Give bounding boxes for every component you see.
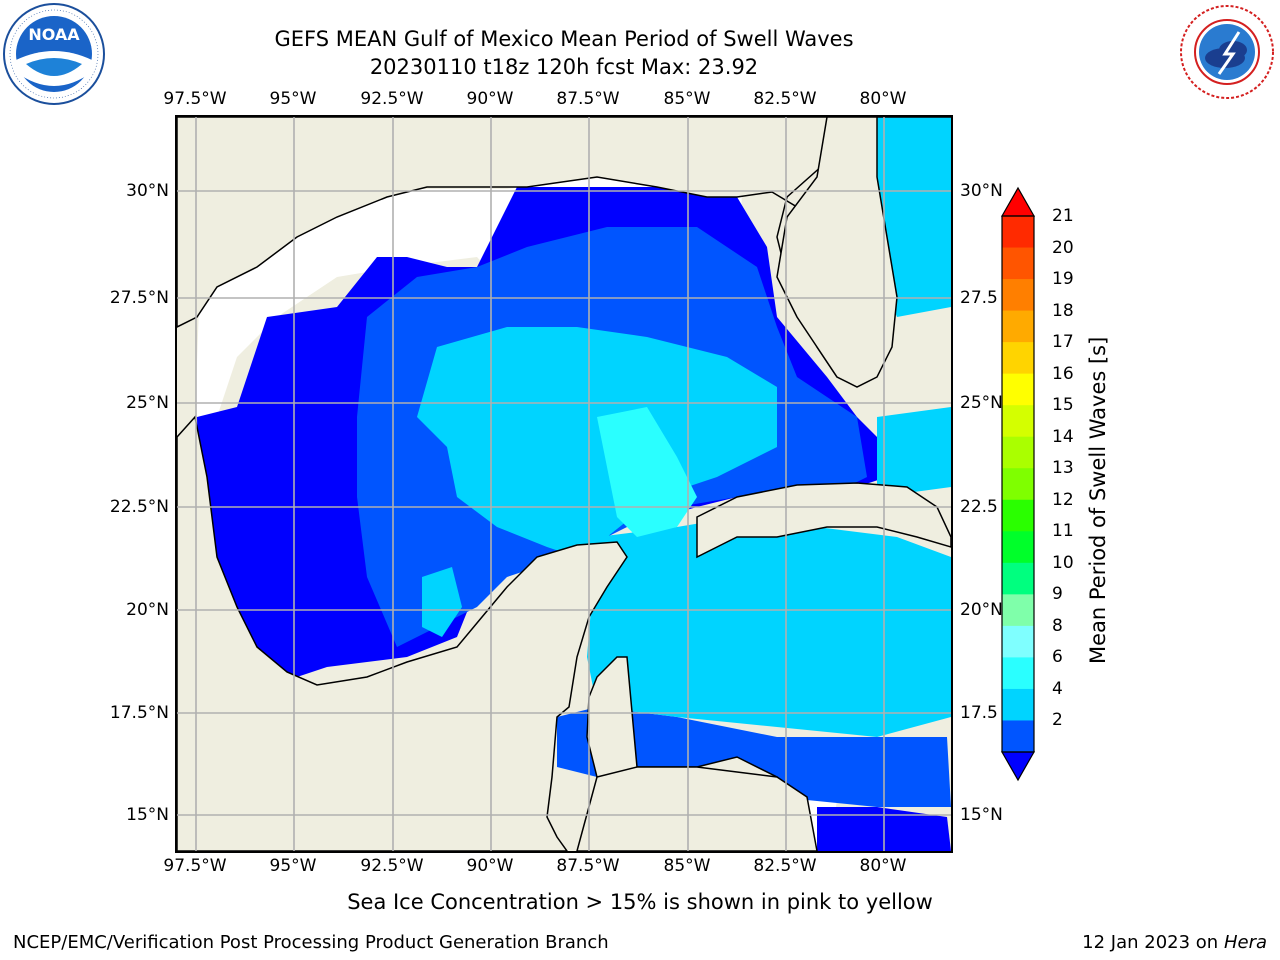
colorbar-tick-label: 2 <box>1052 710 1063 731</box>
colorbar-tick-label: 13 <box>1052 458 1074 479</box>
lat-tick-right: 17.5 <box>960 703 998 723</box>
colorbar-swatch <box>1002 436 1034 469</box>
colorbar-swatch <box>1002 562 1034 595</box>
lon-tick-bottom: 82.5°W <box>753 856 817 876</box>
colorbar-swatch <box>1002 594 1034 627</box>
swell-band-6-8s <box>422 567 462 637</box>
colorbar-tick-label: 16 <box>1052 363 1074 384</box>
map-subtitle: 20230110 t18z 120h fcst Max: 23.92 <box>369 55 759 79</box>
lat-tick-left: 20°N <box>126 600 169 620</box>
lon-tick-top: 95°W <box>269 89 317 109</box>
lon-tick-bottom: 90°W <box>466 856 514 876</box>
graticule <box>177 117 951 851</box>
florida-land <box>776 117 898 388</box>
swell-band-8-9s <box>597 407 697 537</box>
footer-date: 12 Jan 2023 on <box>1082 932 1224 953</box>
lat-tick-right: 15°N <box>960 805 1003 825</box>
lon-tick-top: 90°W <box>466 89 514 109</box>
lon-tick-top: 85°W <box>663 89 711 109</box>
lon-tick-top: 82.5°W <box>753 89 817 109</box>
colorbar-swatch <box>1002 688 1034 721</box>
central-america-land <box>576 766 818 851</box>
footer-right: 12 Jan 2023 on Hera <box>1082 932 1267 953</box>
lat-tick-left: 17.5°N <box>109 703 169 723</box>
mexico-land <box>177 415 628 851</box>
lon-tick-top: 92.5°W <box>360 89 424 109</box>
colorbar-tick-label: 20 <box>1052 237 1074 258</box>
colorbar-swatch <box>1002 342 1034 375</box>
map-panel <box>175 115 953 853</box>
lat-tick-right: 20°N <box>960 600 1003 620</box>
lon-tick-bottom: 85°W <box>663 856 711 876</box>
footer-machine: Hera <box>1223 932 1267 953</box>
colorbar-tick-label: 18 <box>1052 300 1074 321</box>
colorbar <box>1000 186 1036 782</box>
colorbar-tick-label: 8 <box>1052 615 1063 636</box>
noaa-logo-text: NOAA <box>28 25 80 44</box>
swell-band-6-8s <box>877 407 951 497</box>
colorbar-tick-label: 9 <box>1052 584 1063 605</box>
colorbar-swatch <box>1002 657 1034 690</box>
colorbar-swatch <box>1002 279 1034 312</box>
cuba-land <box>696 482 951 559</box>
map-title: GEFS MEAN Gulf of Mexico Mean Period of … <box>274 27 854 51</box>
colorbar-tick-label: 4 <box>1052 678 1063 699</box>
colorbar-swatch <box>1002 499 1034 532</box>
colorbar-tick-label: 11 <box>1052 521 1074 542</box>
colorbar-tick-label: 14 <box>1052 426 1074 447</box>
lat-tick-right: 22.5 <box>960 497 998 517</box>
noaa-logo: NOAA <box>3 3 105 105</box>
colorbar-over-arrow <box>1000 186 1036 217</box>
colorbar-swatch <box>1002 720 1034 753</box>
swell-band-6-8s <box>587 517 951 737</box>
colorbar-tick-label: 10 <box>1052 552 1074 573</box>
lat-tick-right: 30°N <box>960 181 1003 201</box>
lon-tick-bottom: 87.5°W <box>556 856 620 876</box>
swell-band-6-8s <box>417 327 777 557</box>
lat-tick-left: 25°N <box>126 393 169 413</box>
colorbar-swatch <box>1002 405 1034 438</box>
lat-tick-left: 22.5°N <box>109 497 169 517</box>
colorbar-swatch <box>1002 216 1034 249</box>
colorbar-label: Mean Period of Swell Waves [s] <box>1086 336 1110 664</box>
colorbar-tick-label: 15 <box>1052 395 1074 416</box>
lat-tick-left: 15°N <box>126 805 169 825</box>
lon-tick-top: 97.5°W <box>163 89 227 109</box>
lon-tick-bottom: 80°W <box>859 856 907 876</box>
sea-ice-note: Sea Ice Concentration > 15% is shown in … <box>347 890 933 914</box>
lon-tick-bottom: 92.5°W <box>360 856 424 876</box>
colorbar-swatch <box>1002 531 1034 564</box>
nws-logo <box>1179 4 1275 100</box>
colorbar-under-arrow <box>1000 751 1036 782</box>
lat-tick-left: 27.5°N <box>109 288 169 308</box>
us-gulf-coast-land <box>177 117 951 378</box>
lon-tick-bottom: 95°W <box>269 856 317 876</box>
map-canvas <box>177 117 951 851</box>
colorbar-swatch <box>1002 310 1034 343</box>
lat-tick-left: 30°N <box>126 181 169 201</box>
colorbar-tick-label: 6 <box>1052 647 1063 668</box>
lon-tick-top: 87.5°W <box>556 89 620 109</box>
colorbar-swatch <box>1002 625 1034 658</box>
colorbar-swatch <box>1002 373 1034 406</box>
colorbar-tick-label: 17 <box>1052 332 1074 353</box>
colorbar-tick-label: 12 <box>1052 489 1074 510</box>
colorbar-tick-label: 19 <box>1052 269 1074 290</box>
lat-tick-right: 27.5 <box>960 288 998 308</box>
colorbar-swatch <box>1002 468 1034 501</box>
footer-left: NCEP/EMC/Verification Post Processing Pr… <box>13 932 609 953</box>
lon-tick-bottom: 97.5°W <box>163 856 227 876</box>
lat-tick-right: 25°N <box>960 393 1003 413</box>
lon-tick-top: 80°W <box>859 89 907 109</box>
colorbar-swatch <box>1002 247 1034 280</box>
colorbar-tick-label: 21 <box>1052 206 1074 226</box>
